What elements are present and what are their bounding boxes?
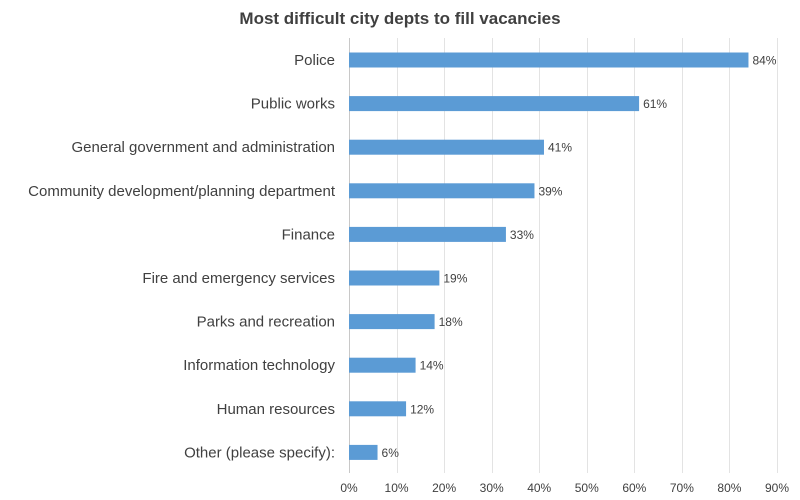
data-label: 39%: [538, 184, 562, 198]
bar: [349, 96, 640, 112]
category-label: Community development/planning departmen…: [28, 183, 336, 200]
bar: [349, 226, 506, 242]
category-label: Parks and recreation: [197, 314, 335, 331]
category-label: Finance: [282, 226, 335, 243]
data-label: 6%: [382, 446, 400, 460]
category-label-layer: Police Public works General government and…: [28, 52, 336, 461]
bar-layer: [349, 52, 749, 460]
category-label: Human resources: [217, 401, 335, 418]
category-label: Police: [294, 52, 335, 69]
x-tick-label: 10%: [385, 481, 409, 495]
x-tick-label: 60%: [622, 481, 646, 495]
bar: [349, 139, 544, 155]
bar: [349, 444, 378, 460]
x-tick-layer: 0% 10% 20% 30% 40% 50% 60% 70% 80% 90%: [340, 481, 789, 495]
bar: [349, 270, 440, 286]
category-label: Other (please specify):: [184, 444, 335, 461]
data-label-layer: 84% 61% 41% 39% 33% 19% 18% 14% 12% 6%: [382, 54, 777, 460]
bar: [349, 314, 435, 330]
data-label: 33%: [510, 228, 534, 242]
data-label: 14%: [420, 359, 444, 373]
category-label: Fire and emergency services: [142, 270, 335, 287]
category-label: General government and administration: [72, 139, 335, 156]
x-tick-label: 0%: [340, 481, 358, 495]
data-label: 84%: [752, 54, 776, 68]
x-tick-label: 50%: [575, 481, 599, 495]
data-label: 41%: [548, 141, 572, 155]
x-tick-label: 30%: [480, 481, 504, 495]
data-label: 19%: [443, 272, 467, 286]
chart-title: Most difficult city depts to fill vacanc…: [239, 9, 560, 28]
bar: [349, 357, 416, 373]
x-tick-label: 70%: [670, 481, 694, 495]
data-label: 12%: [410, 402, 434, 416]
data-label: 61%: [643, 97, 667, 111]
data-label: 18%: [439, 315, 463, 329]
x-tick-label: 20%: [432, 481, 456, 495]
category-label: Public works: [251, 96, 335, 113]
bar: [349, 183, 535, 199]
x-tick-label: 40%: [527, 481, 551, 495]
x-tick-label: 80%: [717, 481, 741, 495]
bar: [349, 401, 407, 417]
category-label: Information technology: [183, 357, 335, 374]
bar: [349, 52, 749, 68]
x-tick-label: 90%: [765, 481, 789, 495]
